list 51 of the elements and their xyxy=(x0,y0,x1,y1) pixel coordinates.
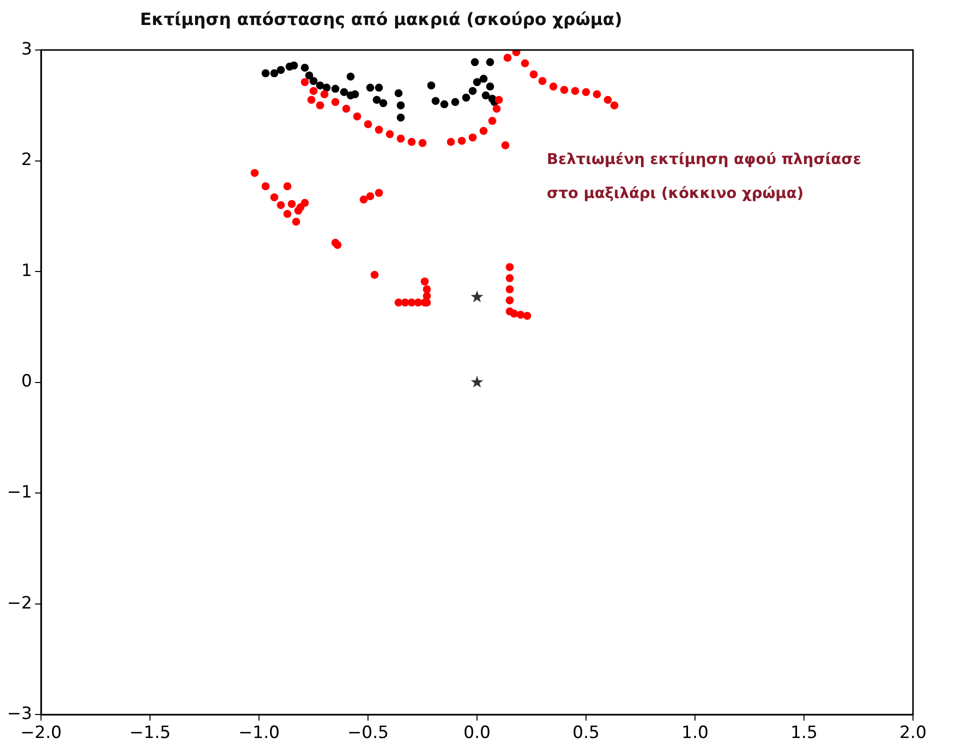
point xyxy=(340,88,348,96)
x-tick-label: 0.0 xyxy=(464,723,491,744)
point xyxy=(316,81,324,90)
point xyxy=(270,69,278,78)
point xyxy=(451,98,460,106)
point xyxy=(470,58,479,66)
x-tick-label: 1.0 xyxy=(681,723,709,744)
annotation: Βελτιωμένη εκτίμηση αφού πλησίασε στο μαξιλάρι (κόκκινο χρώμα) xyxy=(546,150,862,202)
point xyxy=(379,99,388,108)
y-tick-label: 2 xyxy=(21,150,32,170)
point xyxy=(300,64,309,72)
x-tick-label: −1.0 xyxy=(238,723,280,744)
point xyxy=(473,78,482,86)
point xyxy=(305,71,314,80)
point xyxy=(486,58,494,66)
point xyxy=(366,84,374,92)
point xyxy=(462,94,470,102)
y-tick-label: −3 xyxy=(7,704,32,724)
point xyxy=(310,77,318,86)
x-tick-label: 1.5 xyxy=(790,723,818,744)
point xyxy=(394,89,403,98)
point xyxy=(486,82,494,91)
point xyxy=(468,86,477,95)
point xyxy=(374,84,383,92)
y-tick-label: 3 xyxy=(21,39,32,60)
point xyxy=(290,62,298,70)
point xyxy=(396,114,405,122)
point xyxy=(482,91,490,100)
point xyxy=(322,84,331,92)
point xyxy=(440,100,448,108)
point xyxy=(372,96,381,104)
point xyxy=(470,376,484,388)
point xyxy=(396,101,405,110)
point xyxy=(331,84,340,93)
point xyxy=(427,81,436,90)
y-tick-label: −2 xyxy=(7,593,32,614)
x-tick-label: −0.5 xyxy=(347,723,389,744)
point xyxy=(262,69,270,78)
chart-title: Εκτίμηση απόστασης από μακριά (σκούρο χρώμα) xyxy=(140,10,622,30)
x-tick-label: 2.0 xyxy=(899,723,927,744)
y-tick-label: −1 xyxy=(7,482,32,502)
x-tick-label: 0.5 xyxy=(572,723,600,744)
y-tick-label: 1 xyxy=(21,260,32,281)
point xyxy=(432,96,440,105)
point xyxy=(346,72,355,81)
point xyxy=(480,74,488,83)
point xyxy=(470,290,484,302)
y-tick-label: 0 xyxy=(21,372,32,392)
x-tick-label: −1.5 xyxy=(129,723,171,744)
point xyxy=(276,66,285,74)
x-tick-label: −2.0 xyxy=(20,723,62,744)
